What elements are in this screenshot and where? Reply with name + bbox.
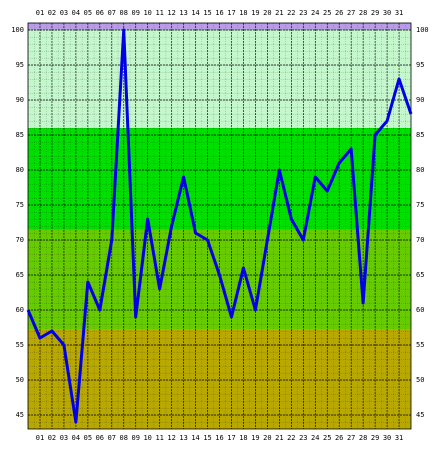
x-tick-label: 19: [251, 434, 259, 442]
x-tick-label: 12: [167, 434, 175, 442]
x-tick-label-top: 19: [251, 9, 259, 17]
x-tick-label: 09: [132, 434, 140, 442]
x-tick-label: 18: [239, 434, 247, 442]
x-tick-label-top: 06: [96, 9, 104, 17]
x-tick-label: 01: [36, 434, 44, 442]
y-tick-label: 45: [16, 411, 24, 419]
x-tick-label-top: 11: [155, 9, 163, 17]
x-tick-label-top: 26: [335, 9, 343, 17]
x-tick-label-top: 05: [84, 9, 92, 17]
x-tick-label: 16: [215, 434, 223, 442]
y-tick-label: 70: [16, 236, 24, 244]
x-tick-label: 25: [323, 434, 331, 442]
x-tick-label-top: 23: [299, 9, 307, 17]
y-tick-label: 95: [16, 61, 24, 69]
x-tick-label-top: 08: [120, 9, 128, 17]
y-tick-label-right: 50: [416, 376, 424, 384]
x-tick-label: 29: [371, 434, 379, 442]
x-tick-label: 14: [191, 434, 199, 442]
y-tick-label-right: 80: [416, 166, 424, 174]
plot-frame: [27, 22, 412, 430]
x-tick-label-top: 03: [60, 9, 68, 17]
y-tick-label-right: 95: [416, 61, 424, 69]
x-tick-label-top: 04: [72, 9, 80, 17]
x-tick-label: 28: [359, 434, 367, 442]
y-tick-label: 60: [16, 306, 24, 314]
x-tick-label: 26: [335, 434, 343, 442]
x-tick-label: 20: [263, 434, 271, 442]
data-line: [26, 28, 413, 424]
y-tick-label-right: 70: [416, 236, 424, 244]
y-tick-label-right: 45: [416, 411, 424, 419]
y-tick-label-right: 55: [416, 341, 424, 349]
x-tick-label-top: 14: [191, 9, 199, 17]
x-tick-label: 24: [311, 434, 319, 442]
x-tick-label-top: 07: [108, 9, 116, 17]
y-tick-label-right: 75: [416, 201, 424, 209]
x-tick-label-top: 13: [179, 9, 187, 17]
x-tick-label-top: 02: [48, 9, 56, 17]
x-tick-label-top: 21: [275, 9, 283, 17]
x-tick-label: 31: [395, 434, 403, 442]
x-tick-label-top: 22: [287, 9, 295, 17]
x-tick-label-top: 20: [263, 9, 271, 17]
y-tick-label-right: 60: [416, 306, 424, 314]
x-tick-label-top: 31: [395, 9, 403, 17]
x-tick-label: 27: [347, 434, 355, 442]
y-tick-label: 50: [16, 376, 24, 384]
y-tick-label: 55: [16, 341, 24, 349]
x-tick-label: 02: [48, 434, 56, 442]
x-tick-label-top: 10: [143, 9, 151, 17]
x-tick-label-top: 27: [347, 9, 355, 17]
x-tick-label-top: 15: [203, 9, 211, 17]
x-tick-label-top: 09: [132, 9, 140, 17]
x-tick-label-top: 12: [167, 9, 175, 17]
x-tick-label: 17: [227, 434, 235, 442]
x-tick-label: 15: [203, 434, 211, 442]
y-tick-label-right: 90: [416, 96, 424, 104]
x-tick-label-top: 18: [239, 9, 247, 17]
y-tick-label: 90: [16, 96, 24, 104]
x-tick-label: 22: [287, 434, 295, 442]
x-tick-label: 30: [383, 434, 391, 442]
x-tick-label: 08: [120, 434, 128, 442]
y-tick-label: 100: [11, 26, 24, 34]
x-tick-label: 07: [108, 434, 116, 442]
x-tick-label: 06: [96, 434, 104, 442]
y-tick-label: 80: [16, 166, 24, 174]
x-tick-label-top: 30: [383, 9, 391, 17]
y-tick-label-right: 85: [416, 131, 424, 139]
x-tick-label: 21: [275, 434, 283, 442]
x-tick-label: 04: [72, 434, 80, 442]
x-tick-label: 05: [84, 434, 92, 442]
y-tick-label-right: 100: [416, 26, 429, 34]
y-tick-label: 85: [16, 131, 24, 139]
x-tick-label-top: 17: [227, 9, 235, 17]
x-tick-label: 10: [143, 434, 151, 442]
x-tick-label-top: 28: [359, 9, 367, 17]
x-tick-label-top: 24: [311, 9, 319, 17]
x-tick-label: 23: [299, 434, 307, 442]
x-tick-label-top: 01: [36, 9, 44, 17]
y-tick-label: 65: [16, 271, 24, 279]
x-tick-label-top: 25: [323, 9, 331, 17]
x-tick-label-top: 16: [215, 9, 223, 17]
y-tick-label: 75: [16, 201, 24, 209]
x-tick-label: 03: [60, 434, 68, 442]
y-tick-label-right: 65: [416, 271, 424, 279]
x-tick-label: 11: [155, 434, 163, 442]
x-tick-label: 13: [179, 434, 187, 442]
x-tick-label-top: 29: [371, 9, 379, 17]
